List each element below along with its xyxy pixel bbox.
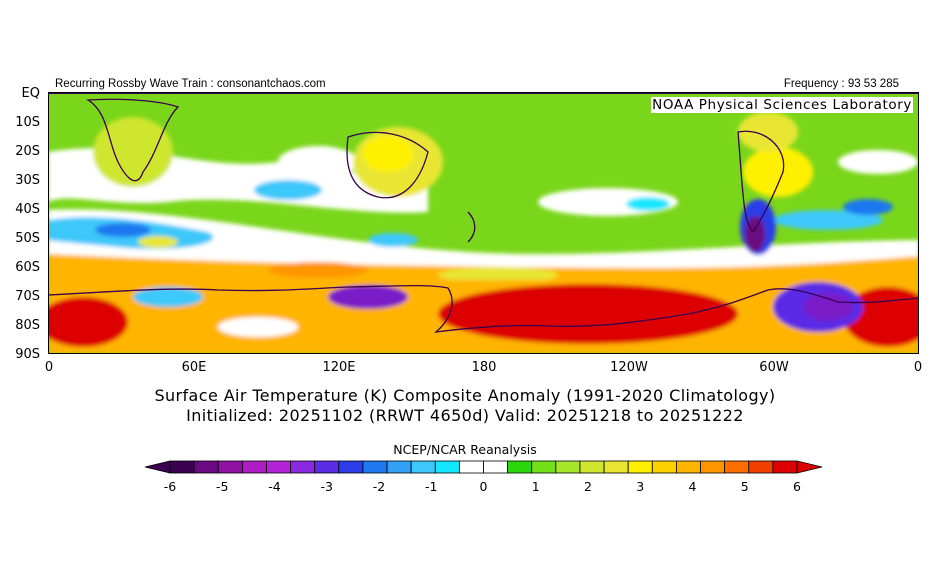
colorbar-swatch: [338, 460, 364, 474]
lab-label: NOAA Physical Sciences Laboratory: [651, 97, 913, 113]
colorbar-max-arrow: [796, 460, 823, 474]
colorbar-tick-label: 3: [636, 479, 645, 494]
colorbar-swatch: [362, 460, 388, 474]
y-tick-label: 60S: [15, 260, 40, 275]
x-tick-label: 60W: [759, 360, 789, 375]
colorbar-swatch: [748, 460, 774, 474]
colorbar-tick-label: -5: [216, 479, 229, 494]
x-tick-label: 120E: [322, 360, 356, 375]
colorbar-tick-label: 0: [479, 479, 488, 494]
colorbar-swatch: [266, 460, 291, 474]
map-title-line2: Initialized: 20251102 (RRWT 4650d) Valid…: [186, 406, 744, 425]
y-tick-label: 20S: [15, 144, 40, 159]
colorbar-min-arrow: [144, 460, 171, 474]
colorbar-swatch: [483, 460, 509, 474]
y-tick-label: 30S: [15, 173, 40, 188]
colorbar-swatch: [579, 460, 605, 474]
colorbar-swatch: [217, 460, 243, 474]
header-right-text: Frequency : 93 53 285: [783, 78, 899, 90]
x-tick-label: 180: [471, 360, 497, 375]
y-tick-label: 50S: [15, 231, 40, 246]
colorbar-tick-label: 5: [740, 479, 749, 494]
y-tick-label: 80S: [15, 318, 40, 333]
colorbar-swatch: [724, 460, 750, 474]
colorbar-swatch: [507, 460, 533, 474]
colorbar-tick-label: -6: [163, 479, 177, 494]
y-tick-label: 40S: [15, 202, 40, 217]
colorbar-tick-label: 1: [531, 479, 540, 494]
x-tick-label: 0: [44, 360, 54, 375]
colorbar-tick-label: 2: [584, 479, 592, 494]
header-left-text: Recurring Rossby Wave Train : consonantc…: [55, 78, 326, 90]
y-tick-label: 90S: [15, 347, 40, 362]
y-tick-label: 10S: [15, 115, 40, 130]
y-tick-label: EQ: [21, 86, 40, 101]
y-tick-label: 70S: [15, 289, 40, 304]
anomaly-map: NOAA Physical Sciences Laboratory: [48, 92, 919, 354]
colorbar-swatch: [434, 460, 460, 474]
colorbar-tick-label: 6: [793, 479, 801, 494]
colorbar-swatch: [290, 460, 316, 474]
colorbar-swatch: [676, 460, 701, 474]
colorbar-tick-label: -4: [268, 479, 281, 494]
colorbar-swatch: [651, 460, 677, 474]
colorbar-swatch: [772, 460, 798, 474]
colorbar-tick-label: -1: [425, 479, 438, 494]
colorbar-tick-label: -2: [372, 479, 386, 494]
colorbar-swatch: [458, 460, 484, 474]
colorbar-tick-label: -3: [320, 479, 333, 494]
colorbar-swatch: [627, 460, 653, 474]
data-source-label: NCEP/NCAR Reanalysis: [393, 442, 537, 457]
colorbar-tick-label: 4: [688, 479, 697, 494]
colorbar-swatch: [531, 460, 557, 474]
colorbar-swatch: [386, 460, 412, 474]
x-tick-label: 60E: [181, 360, 207, 375]
map-canvas: [48, 92, 919, 354]
colorbar-swatch: [603, 460, 629, 474]
colorbar-swatch: [193, 460, 219, 474]
x-tick-label: 120W: [610, 360, 648, 375]
colorbar-swatch: [410, 460, 436, 474]
colorbar-swatch: [241, 460, 267, 474]
colorbar-swatch: [700, 460, 726, 474]
colorbar-swatch: [314, 460, 340, 474]
x-tick-label: 0: [913, 360, 923, 375]
colorbar-swatch: [169, 460, 195, 474]
map-title-line1: Surface Air Temperature (K) Composite An…: [154, 386, 776, 405]
colorbar: [144, 460, 823, 474]
colorbar-swatch: [555, 460, 581, 474]
